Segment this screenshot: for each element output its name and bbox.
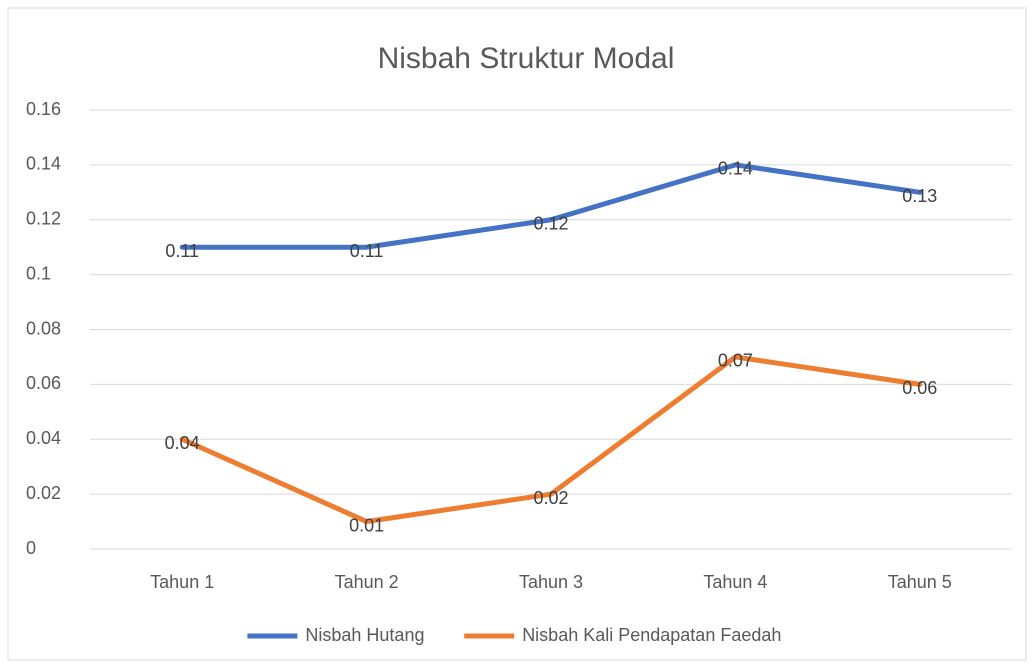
line-series bbox=[179, 162, 923, 250]
legend-label: Nisbah Kali Pendapatan Faedah bbox=[522, 625, 781, 645]
data-label: 0.01 bbox=[349, 515, 384, 535]
y-tick-label: 0.16 bbox=[26, 99, 61, 119]
legend-label: Nisbah Hutang bbox=[305, 625, 424, 645]
data-label: 0.07 bbox=[718, 351, 753, 371]
y-tick-label: 0.12 bbox=[26, 209, 61, 229]
x-tick-label: Tahun 5 bbox=[888, 572, 952, 592]
y-tick-label: 0.04 bbox=[26, 428, 61, 448]
data-label: 0.14 bbox=[718, 159, 753, 179]
data-label: 0.12 bbox=[533, 214, 568, 234]
y-tick-label: 0.1 bbox=[26, 263, 51, 283]
y-tick-label: 0.02 bbox=[26, 483, 61, 503]
y-tick-label: 0 bbox=[26, 538, 36, 558]
x-tick-label: Tahun 4 bbox=[703, 572, 767, 592]
chart-title: Nisbah Struktur Modal bbox=[378, 42, 675, 75]
y-tick-label: 0.08 bbox=[26, 318, 61, 338]
data-label: 0.06 bbox=[902, 378, 937, 398]
data-label: 0.13 bbox=[902, 186, 937, 206]
chart-border bbox=[7, 7, 1027, 661]
line-series bbox=[179, 354, 923, 525]
data-label: 0.02 bbox=[533, 488, 568, 508]
data-label: 0.04 bbox=[165, 433, 200, 453]
x-tick-label: Tahun 1 bbox=[150, 572, 214, 592]
y-tick-label: 0.06 bbox=[26, 373, 61, 393]
x-tick-label: Tahun 3 bbox=[519, 572, 583, 592]
x-tick-label: Tahun 2 bbox=[335, 572, 399, 592]
data-label: 0.11 bbox=[165, 241, 199, 261]
data-label: 0.11 bbox=[350, 241, 384, 261]
y-tick-label: 0.14 bbox=[26, 154, 61, 174]
